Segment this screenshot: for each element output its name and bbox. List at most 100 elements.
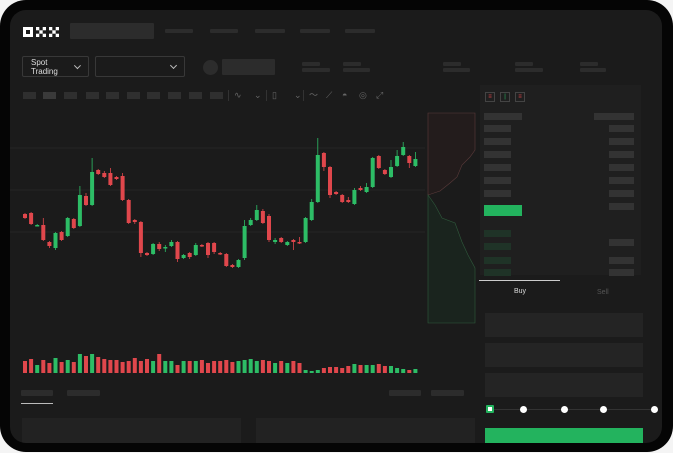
- ask-amount: [609, 190, 634, 197]
- volume-bar: [71, 362, 76, 373]
- volume-bar: [303, 370, 308, 373]
- candle: [206, 243, 210, 255]
- candlestick-chart[interactable]: [10, 105, 480, 375]
- timeframe-button[interactable]: [127, 92, 140, 99]
- depth-asks: [427, 112, 476, 196]
- nav-item[interactable]: [255, 29, 285, 33]
- okx-logo[interactable]: [23, 26, 61, 38]
- volume-bar: [230, 362, 235, 373]
- volume-bar: [138, 361, 143, 373]
- tab-sell[interactable]: Sell: [597, 289, 609, 296]
- order-book: ≡ | ≡: [480, 85, 641, 276]
- orderbook-bids-icon[interactable]: |: [500, 92, 510, 102]
- volume-bar: [53, 358, 58, 373]
- slider-track[interactable]: [488, 409, 658, 410]
- orderbook-both-icon[interactable]: ≡: [485, 92, 495, 102]
- chevron-down-icon[interactable]: ⌄: [294, 90, 302, 100]
- timeframe-button[interactable]: [210, 92, 223, 99]
- nav-item[interactable]: [345, 29, 375, 33]
- volume-bar: [29, 359, 34, 373]
- camera-icon[interactable]: ◓: [342, 90, 348, 100]
- candle: [248, 220, 253, 225]
- orderbook-asks-icon[interactable]: ≡: [515, 92, 525, 102]
- last-price: [484, 205, 522, 216]
- candle: [96, 170, 101, 174]
- divider: [228, 90, 229, 101]
- chevron-down-icon[interactable]: ⌄: [254, 90, 262, 100]
- volume-bar: [96, 357, 101, 373]
- candle: [328, 167, 332, 195]
- timeframe-button[interactable]: [189, 92, 202, 99]
- volume-bar: [297, 363, 302, 373]
- indicator-icon[interactable]: ∿: [234, 90, 242, 100]
- filter-button[interactable]: [431, 390, 464, 396]
- timeframe-button[interactable]: [86, 92, 99, 99]
- volume-bar: [352, 364, 357, 373]
- nav-item[interactable]: [165, 29, 193, 33]
- candle: [407, 156, 412, 163]
- volume-bar: [23, 361, 27, 373]
- slider-step[interactable]: [600, 406, 607, 413]
- candle: [382, 170, 387, 174]
- candle: [120, 176, 125, 200]
- volume-bar: [59, 362, 64, 373]
- tab-buy[interactable]: Buy: [514, 288, 527, 295]
- settings-icon[interactable]: ◎: [359, 90, 367, 100]
- total-input[interactable]: [485, 373, 643, 397]
- volume-bar: [291, 361, 296, 373]
- volume-bar: [193, 361, 198, 373]
- candle: [181, 255, 186, 258]
- candle: [41, 225, 46, 240]
- volume-bar: [407, 370, 412, 373]
- fullscreen-icon[interactable]: ⤢: [376, 90, 384, 100]
- nav-item[interactable]: [300, 29, 330, 33]
- candle: [102, 173, 107, 177]
- slider-handle[interactable]: [486, 405, 494, 413]
- timeframe-button[interactable]: [23, 92, 36, 99]
- candle: [285, 242, 290, 245]
- timeframe-button[interactable]: [168, 92, 181, 99]
- volume-bar: [90, 354, 95, 373]
- candle-type-icon[interactable]: ▯: [272, 90, 277, 100]
- ask-amount: [609, 203, 634, 210]
- volume-bar: [334, 367, 339, 373]
- buy-button[interactable]: [485, 428, 643, 443]
- draw-icon[interactable]: ⟋: [326, 90, 333, 100]
- candle: [187, 253, 192, 257]
- line-icon[interactable]: 〜: [309, 90, 319, 100]
- chevron-down-icon: [74, 61, 82, 69]
- volume-bar: [389, 366, 393, 373]
- volume-bar: [163, 361, 168, 373]
- candle: [218, 253, 223, 255]
- slider-step[interactable]: [561, 406, 568, 413]
- volume-bar: [114, 360, 119, 373]
- candle: [151, 244, 156, 254]
- ask-amount: [609, 125, 634, 132]
- candle: [346, 200, 351, 202]
- timeframe-button[interactable]: [64, 92, 77, 99]
- timeframe-button[interactable]: [43, 92, 56, 99]
- slider-step[interactable]: [651, 406, 658, 413]
- candle: [376, 156, 381, 168]
- volume-bar: [401, 369, 406, 373]
- tab-history[interactable]: [67, 390, 100, 396]
- nav-item[interactable]: [210, 29, 238, 33]
- candle: [413, 159, 418, 166]
- filter-button[interactable]: [389, 390, 421, 396]
- timeframe-button[interactable]: [106, 92, 119, 99]
- stat-value: [515, 68, 543, 72]
- timeframe-button[interactable]: [147, 92, 160, 99]
- volume-bar: [236, 361, 241, 373]
- market-type-dropdown[interactable]: Spot Trading: [22, 56, 89, 77]
- ask-amount: [609, 151, 634, 158]
- slider-step[interactable]: [520, 406, 527, 413]
- search-bar[interactable]: [70, 23, 154, 39]
- pair-dropdown[interactable]: [95, 56, 185, 77]
- tab-open-orders[interactable]: [21, 390, 53, 396]
- price-input[interactable]: [485, 313, 643, 337]
- candle: [108, 173, 113, 185]
- ask-price: [484, 164, 511, 171]
- amount-input[interactable]: [485, 343, 643, 367]
- volume-bar: [260, 360, 265, 373]
- candle: [309, 202, 314, 220]
